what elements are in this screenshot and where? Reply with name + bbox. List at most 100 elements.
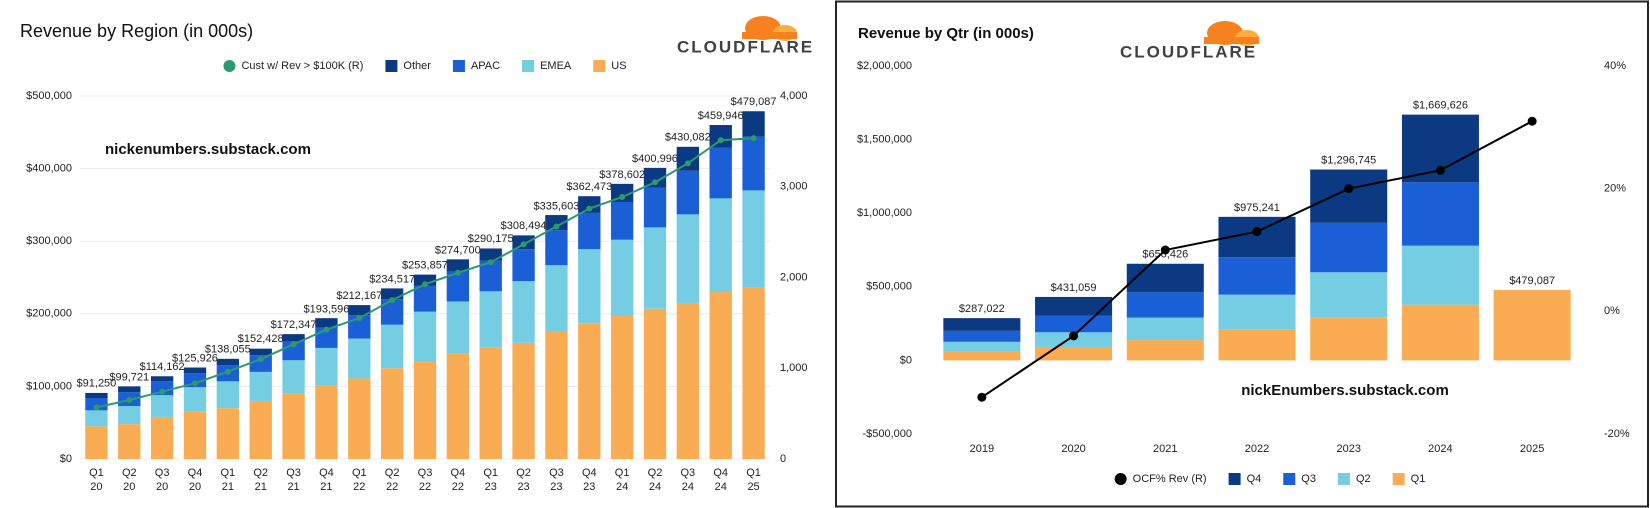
total-label: $234,517 bbox=[369, 274, 415, 286]
total-label: $656,426 bbox=[1142, 249, 1188, 261]
y-tick-label: $400,000 bbox=[26, 163, 72, 175]
bar-segment bbox=[742, 287, 765, 459]
bar-segment bbox=[479, 248, 502, 261]
bar-segment bbox=[282, 334, 305, 342]
legend-marker bbox=[1337, 473, 1350, 485]
bar-segment bbox=[150, 376, 174, 382]
legend-marker bbox=[593, 60, 606, 72]
y2-tick-label: 3,000 bbox=[780, 181, 808, 193]
legend-label: Cust w/ Rev > $100K (R) bbox=[241, 60, 363, 72]
bar-segment bbox=[545, 230, 568, 266]
y2-tick-label: -20% bbox=[1604, 428, 1630, 440]
y-tick-label: $100,000 bbox=[26, 380, 72, 392]
y-tick-label: $2,000,000 bbox=[857, 60, 912, 72]
y2-tick-label: 4,000 bbox=[780, 90, 808, 102]
bar-segment bbox=[545, 265, 568, 332]
bar-segment bbox=[1310, 272, 1388, 318]
bar-segment bbox=[216, 408, 240, 459]
legend-label: Q2 bbox=[1356, 473, 1371, 485]
bar-segment bbox=[380, 299, 404, 325]
bar-segment bbox=[1493, 289, 1571, 361]
total-label: $212,167 bbox=[336, 290, 382, 302]
x-tick-label: Q2 20 bbox=[122, 467, 137, 493]
logo-cloud bbox=[1204, 21, 1259, 46]
watermark: nickEnumbers.substack.com bbox=[1241, 382, 1449, 399]
bar-segment bbox=[118, 424, 141, 459]
bar-segment bbox=[118, 386, 141, 393]
line-point bbox=[684, 160, 691, 167]
line-point bbox=[520, 241, 527, 248]
bar-segment bbox=[512, 249, 535, 282]
legend-label: APAC bbox=[471, 60, 500, 72]
y-tick-label: $500,000 bbox=[866, 281, 912, 293]
bar-segment bbox=[1126, 317, 1204, 341]
y2-tick-label: 0 bbox=[780, 453, 786, 465]
bar-segment bbox=[1126, 340, 1204, 361]
bar-segment bbox=[413, 274, 437, 286]
legend-label: Q4 bbox=[1247, 473, 1262, 485]
bar-segment bbox=[380, 324, 404, 369]
y-tick-label: $1,000,000 bbox=[857, 207, 912, 219]
bar-segment bbox=[742, 111, 765, 137]
bar-segment bbox=[446, 301, 470, 354]
line-point bbox=[553, 223, 560, 230]
bar-segment bbox=[1218, 257, 1296, 295]
bar-segment bbox=[1310, 222, 1388, 273]
x-tick-label: 2020 bbox=[1061, 443, 1085, 455]
total-label: $114,162 bbox=[140, 361, 185, 373]
y2-tick-label: 2,000 bbox=[780, 271, 808, 283]
bar-segment bbox=[183, 411, 207, 459]
x-tick-label: Q2 23 bbox=[516, 467, 531, 493]
legend-label: OCF% Rev (R) bbox=[1133, 473, 1207, 485]
total-label: $253,857 bbox=[402, 260, 448, 272]
line-point bbox=[487, 259, 494, 266]
x-tick-label: Q4 24 bbox=[713, 467, 728, 493]
bar-segment bbox=[943, 318, 1021, 331]
line-point bbox=[389, 297, 396, 304]
bar-segment bbox=[545, 331, 568, 459]
y-tick-label: $0 bbox=[60, 453, 72, 465]
legend-marker bbox=[1228, 473, 1241, 485]
line-point bbox=[1069, 331, 1079, 341]
bar-segment bbox=[742, 136, 765, 191]
total-label: $479,087 bbox=[1509, 275, 1555, 287]
bar-segment bbox=[150, 381, 174, 396]
x-tick-label: Q1 20 bbox=[89, 467, 104, 493]
bar-segment bbox=[249, 355, 272, 372]
bar-segment bbox=[348, 305, 371, 316]
legend-marker bbox=[1283, 473, 1296, 485]
bar-segment bbox=[183, 367, 207, 374]
bar-segment bbox=[1035, 315, 1113, 333]
y2-tick-label: 40% bbox=[1604, 60, 1626, 72]
watermark: nickenumbers.substack.com bbox=[105, 141, 311, 158]
x-tick-label: 2024 bbox=[1428, 443, 1452, 455]
chart-title: Revenue by Region (in 000s) bbox=[20, 21, 253, 41]
bar-segment bbox=[479, 291, 502, 348]
bar-segment bbox=[413, 360, 437, 459]
total-label: $459,946 bbox=[698, 110, 744, 122]
y2-tick-label: 1,000 bbox=[780, 362, 808, 374]
total-label: $400,996 bbox=[632, 153, 678, 165]
line-point bbox=[750, 135, 757, 142]
line-point bbox=[224, 368, 231, 375]
y-tick-label: $200,000 bbox=[26, 308, 72, 320]
logo: CLOUDFLARE bbox=[1120, 42, 1257, 61]
bar-segment bbox=[1401, 245, 1479, 305]
bar-segment bbox=[610, 239, 634, 316]
y2-tick-label: 20% bbox=[1604, 183, 1626, 195]
line-point bbox=[1252, 227, 1262, 237]
bar-segment bbox=[1126, 292, 1204, 318]
legend-marker bbox=[385, 60, 398, 72]
panel-border bbox=[835, 0, 1649, 508]
bar-segment bbox=[85, 410, 108, 427]
x-tick-label: Q4 23 bbox=[582, 467, 597, 493]
line-point bbox=[290, 341, 297, 348]
legend-label: US bbox=[611, 60, 626, 72]
legend-marker bbox=[1392, 473, 1405, 485]
bar-segment bbox=[413, 311, 437, 361]
total-label: $430,082 bbox=[665, 132, 711, 144]
bar-segment bbox=[183, 387, 207, 412]
bar-segment bbox=[578, 212, 601, 250]
total-label: $479,087 bbox=[731, 96, 777, 108]
bar-segment bbox=[709, 125, 732, 148]
